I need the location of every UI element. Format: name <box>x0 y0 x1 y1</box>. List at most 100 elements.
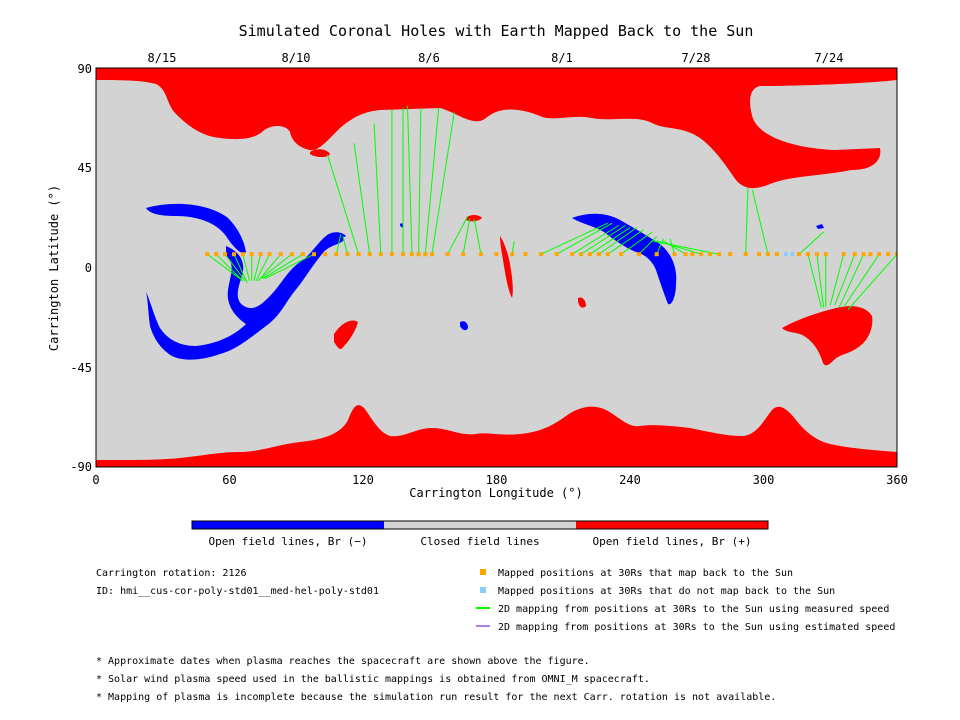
mapped-position-map-back <box>636 252 641 257</box>
mapped-position-map-back <box>823 252 828 257</box>
mapping-line-measured <box>843 253 880 308</box>
mapped-position-map-back <box>240 252 245 257</box>
legend-label: 2D mapping from positions at 30Rs to the… <box>498 604 889 615</box>
mapped-position-map-back <box>605 252 610 257</box>
y-tick-label: -90 <box>70 460 92 474</box>
mapping-line-measured <box>262 253 304 280</box>
mapping-line-measured <box>253 254 262 281</box>
mapping-line-measured <box>233 253 248 284</box>
x-tick-label: 120 <box>352 473 374 487</box>
mapped-position-map-back <box>278 252 283 257</box>
mapped-position-map-back <box>223 252 228 257</box>
negative-open-region <box>460 321 468 331</box>
mapping-line-measured <box>834 254 856 306</box>
x-tick-label: 240 <box>619 473 641 487</box>
mapping-line-measured <box>571 224 620 255</box>
mapping-line-measured <box>462 218 471 255</box>
mapping-line-measured <box>829 254 845 306</box>
positive-open-region <box>310 149 330 157</box>
mapping-line-measured <box>431 112 455 255</box>
mapping-line-measured <box>652 240 720 255</box>
mapped-position-map-back <box>345 252 350 257</box>
legend-marker-no-map-back <box>480 587 486 593</box>
mapped-position-map-back <box>708 252 713 257</box>
negative-open-region <box>816 224 824 229</box>
mapped-position-map-back <box>861 252 866 257</box>
mapped-position-map-back <box>596 252 601 257</box>
mapping-line-measured <box>215 253 244 282</box>
mapped-position-map-back <box>852 252 857 257</box>
date-label: 8/6 <box>418 51 440 65</box>
mapping-line-measured <box>816 254 825 308</box>
mapped-position-map-back <box>654 252 659 257</box>
x-tick-label: 300 <box>753 473 775 487</box>
mapped-position-map-back <box>728 252 733 257</box>
mapped-position-map-back <box>554 252 559 257</box>
mapped-position-map-back <box>312 252 317 257</box>
footnote: * Mapping of plasma is incomplete becaus… <box>96 692 777 703</box>
mapped-position-map-back <box>445 252 450 257</box>
mapped-position-map-back <box>356 252 361 257</box>
carrington-rotation: Carrington rotation: 2126 <box>96 568 247 579</box>
date-label: 8/15 <box>148 51 177 65</box>
mapped-position-no-map-back <box>783 252 788 257</box>
mapped-position-map-back <box>570 252 575 257</box>
mapped-position-map-back <box>717 252 721 257</box>
mapped-position-map-back <box>774 252 779 257</box>
mapped-position-map-back <box>378 252 383 257</box>
y-tick-label: 90 <box>78 62 92 76</box>
y-axis-label: Carrington Latitude (°) <box>47 185 61 351</box>
mapping-line-measured <box>326 154 360 255</box>
mapped-position-map-back <box>231 252 236 257</box>
footnote: * Approximate dates when plasma reaches … <box>96 656 590 667</box>
chart-title: Simulated Coronal Holes with Earth Mappe… <box>239 22 754 40</box>
colorbar-label: Open field lines, Br (−) <box>209 535 368 548</box>
mapping-line-measured <box>353 143 371 255</box>
date-label: 7/28 <box>682 51 711 65</box>
negative-open-region <box>400 223 404 228</box>
x-tick-label: 180 <box>486 473 508 487</box>
plot-area <box>96 68 897 467</box>
legend-label: 2D mapping from positions at 30Rs to the… <box>498 622 895 633</box>
mapped-position-map-back <box>672 252 677 257</box>
colorbar-frame <box>191 520 769 530</box>
x-axis-label: Carrington Longitude (°) <box>409 486 582 500</box>
mapping-line-measured <box>447 216 469 255</box>
colorbar-label: Open field lines, Br (+) <box>593 535 752 548</box>
mapping-line-measured <box>418 107 422 255</box>
mapping-line-measured <box>580 224 626 255</box>
mapped-position-map-back <box>814 252 819 257</box>
mapped-position-map-back <box>478 252 483 257</box>
positive-open-region <box>500 236 513 298</box>
legend-label: Mapped positions at 30Rs that map back t… <box>498 568 793 579</box>
mapped-position-map-back <box>300 252 305 257</box>
mapped-position-map-back <box>214 252 219 257</box>
x-tick-label: 360 <box>886 473 908 487</box>
mapped-position-map-back <box>494 252 499 257</box>
mapped-position-map-back <box>205 252 210 257</box>
mapping-line-measured <box>556 222 613 255</box>
y-tick-label: 45 <box>78 161 92 175</box>
mapped-position-map-back <box>409 252 414 257</box>
x-tick-label: 0 <box>92 473 99 487</box>
mapped-position-map-back <box>267 252 272 257</box>
mapped-position-map-back <box>249 252 254 257</box>
mapping-line-measured <box>838 253 865 308</box>
mapped-position-map-back <box>429 252 434 257</box>
mapping-line-measured <box>589 227 631 255</box>
mapped-position-map-back <box>699 252 704 257</box>
mapped-position-map-back <box>797 252 802 257</box>
footnote: * Solar wind plasma speed used in the ba… <box>96 674 650 685</box>
mapped-position-map-back <box>389 252 394 257</box>
mapped-position-map-back <box>895 252 897 257</box>
mapped-position-map-back <box>423 252 428 257</box>
legend-label: Mapped positions at 30Rs that do not map… <box>498 586 835 597</box>
y-tick-label: 0 <box>85 261 92 275</box>
negative-open-region <box>146 203 246 254</box>
mapped-position-map-back <box>416 252 421 257</box>
mapping-line-measured <box>598 227 637 255</box>
colorbar-positive <box>576 521 768 529</box>
mapped-position-map-back <box>757 252 762 257</box>
positive-open-region <box>578 297 586 308</box>
mapped-position-map-back <box>886 252 891 257</box>
